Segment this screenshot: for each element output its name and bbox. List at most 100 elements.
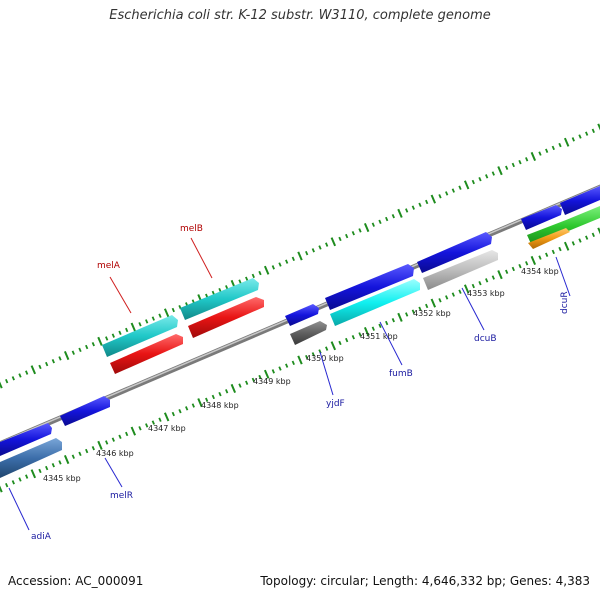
tick-minor <box>345 233 349 239</box>
tick-minor <box>418 306 422 311</box>
tick-major <box>563 241 570 251</box>
gene-feature-blue-yjdf[interactable] <box>285 304 319 326</box>
tick-minor <box>411 309 415 314</box>
tick-minor <box>11 480 15 485</box>
tick-minor <box>25 370 29 375</box>
tick-minor <box>585 131 589 136</box>
tick-major <box>63 455 70 465</box>
tick-minor <box>478 281 482 286</box>
tick-minor <box>425 303 429 309</box>
tick-major <box>63 351 70 361</box>
tick-minor <box>185 406 189 411</box>
tick-major <box>563 137 570 147</box>
tick-minor <box>405 312 409 317</box>
gene-feature-red-mela[interactable] <box>110 334 183 374</box>
tick-label: 4347 kbp <box>148 424 186 433</box>
tick-minor <box>545 148 549 153</box>
tick-minor <box>58 356 62 361</box>
tick-minor <box>578 134 582 139</box>
tick-minor <box>205 397 209 403</box>
gene-feature-bright-cyan-fumb[interactable] <box>330 279 420 326</box>
tick-minor <box>145 423 149 428</box>
tick-minor <box>51 463 55 468</box>
tick-minor <box>371 326 375 331</box>
tick-minor <box>318 245 322 250</box>
tick-major <box>163 308 170 318</box>
tick-major <box>597 227 600 235</box>
tick-minor <box>58 460 62 465</box>
tick-minor <box>305 354 309 360</box>
gene-feature-darkgray-yjdf[interactable] <box>290 321 327 345</box>
tick-minor <box>311 352 315 357</box>
tick-major <box>297 251 303 261</box>
tick-minor <box>458 289 462 294</box>
tick-minor <box>151 316 155 321</box>
tick-major <box>0 485 3 493</box>
gene-feature-blue-fumb[interactable] <box>325 264 414 310</box>
gene-feature-steelblue-adia[interactable] <box>0 438 62 478</box>
tick-minor <box>445 191 449 196</box>
tick-major <box>130 322 137 332</box>
tick-minor <box>451 292 455 297</box>
accession-text: Accession: AC_000091 <box>8 574 144 588</box>
gene-feature-blue-dcub[interactable] <box>417 232 492 273</box>
gene-feature-blue-dcur-a[interactable] <box>521 205 562 230</box>
tick-minor <box>105 440 109 445</box>
gene-feature-blue-left-a[interactable] <box>0 423 52 456</box>
tick-minor <box>505 165 509 171</box>
tick-label: 4353 kbp <box>467 289 505 298</box>
callout-melb <box>190 237 213 279</box>
gene-feature-blue-melr[interactable] <box>60 396 110 426</box>
gene-feature-red-melb[interactable] <box>188 297 264 338</box>
tick-minor <box>38 468 42 474</box>
tick-minor <box>85 344 89 350</box>
tick-minor <box>118 434 122 439</box>
tick-minor <box>371 222 375 227</box>
gene-label-melb: melB <box>180 224 203 234</box>
tick-label: 4351 kbp <box>360 332 398 341</box>
tick-minor <box>538 151 542 156</box>
gene-feature-blue-dcur-b[interactable] <box>560 186 600 215</box>
tick-minor <box>125 431 129 437</box>
tick-labels: 4345 kbp 4346 kbp 4347 kbp 4348 kbp 4349 kbp… <box>43 267 559 483</box>
tick-major <box>163 412 170 422</box>
tick-minor <box>378 323 382 329</box>
gene-feature-gray-dcub[interactable] <box>423 250 498 290</box>
gene-label-adia: adiA <box>31 532 52 542</box>
tick-minor <box>45 361 49 367</box>
gene-label-dcur: dcuR <box>560 291 570 314</box>
gene-feature-cyan-melb[interactable] <box>180 278 259 320</box>
tick-minor <box>518 159 522 165</box>
tick-minor <box>245 276 249 281</box>
tick-minor <box>338 236 342 242</box>
tick-major <box>30 469 37 479</box>
tick-minor <box>78 347 82 353</box>
tick-minor <box>85 448 89 454</box>
tick-minor <box>238 279 242 284</box>
gene-labels: melB melA yjdF fumB dcuB dcuR melR adiA <box>31 224 570 542</box>
tick-minor <box>145 319 149 324</box>
gene-label-melr: melR <box>110 491 133 501</box>
tick-minor <box>278 262 282 267</box>
tick-minor <box>251 377 255 383</box>
gene-label-yjdf: yjdF <box>326 399 345 409</box>
tick-minor <box>285 259 289 264</box>
tick-minor <box>225 389 229 394</box>
tick-track-inner <box>0 227 600 493</box>
tick-major <box>430 194 437 204</box>
tick-minor <box>378 219 382 225</box>
gene-feature-cyan-mela[interactable] <box>102 315 178 357</box>
tick-minor <box>138 426 142 431</box>
tick-minor <box>511 162 515 168</box>
tick-minor <box>18 373 22 378</box>
tick-minor <box>405 208 409 213</box>
callout-mela <box>109 276 132 314</box>
gene-feature-orange-dcur[interactable] <box>528 228 570 249</box>
tick-major <box>597 123 600 131</box>
tick-minor <box>538 255 542 260</box>
gene-feature-green-dcur[interactable] <box>527 206 600 246</box>
tick-minor <box>325 346 329 351</box>
tick-minor <box>5 482 9 488</box>
tick-minor <box>251 273 255 279</box>
